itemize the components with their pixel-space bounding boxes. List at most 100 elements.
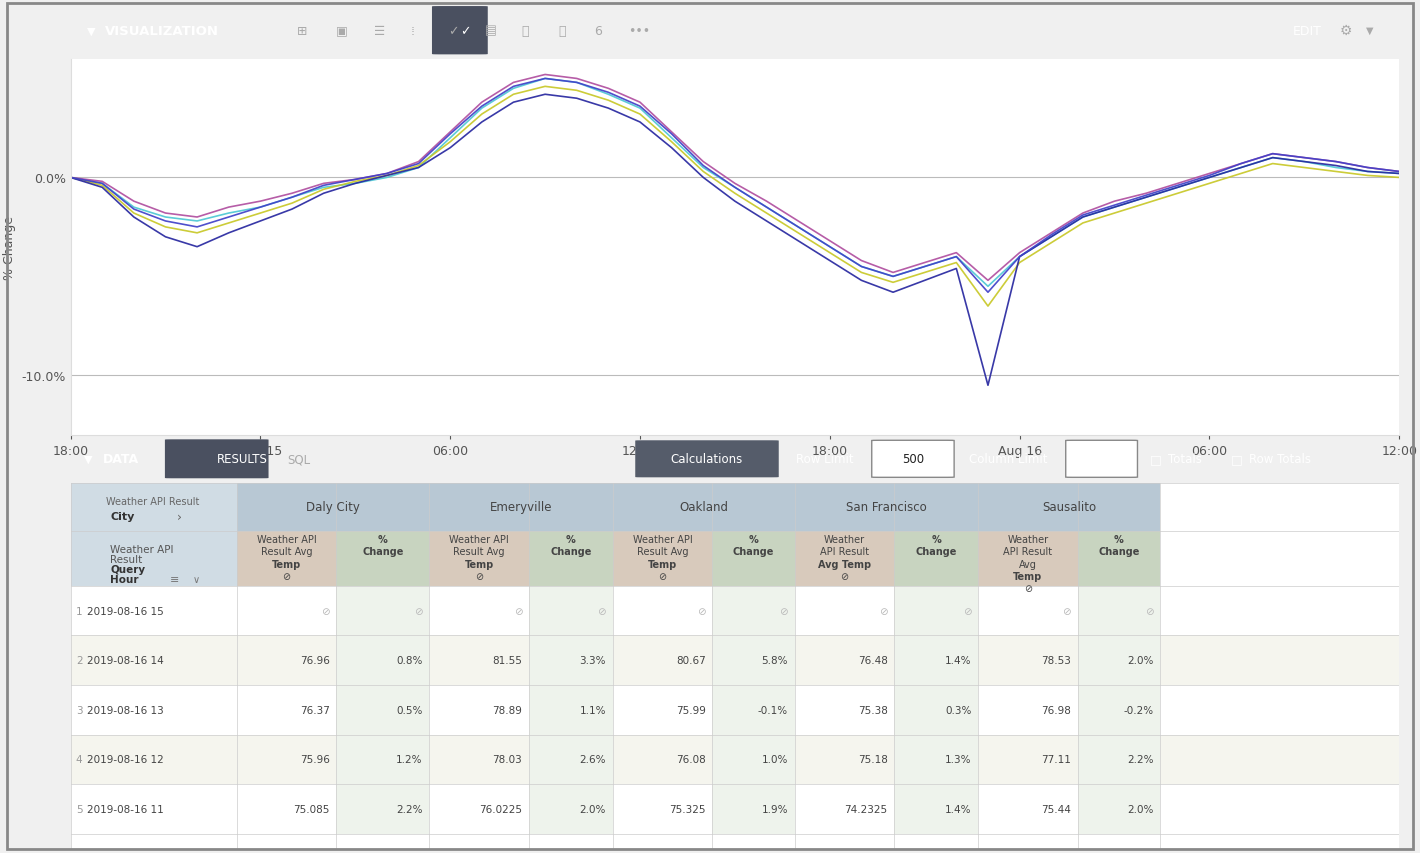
- Text: Weather API: Weather API: [449, 535, 508, 545]
- Text: %: %: [567, 535, 575, 545]
- Text: 80.67: 80.67: [676, 655, 706, 665]
- Text: ∨: ∨: [193, 574, 200, 584]
- Text: DATA: DATA: [102, 453, 139, 466]
- Text: 76.48: 76.48: [858, 655, 888, 665]
- Text: ⊘: ⊘: [841, 571, 849, 581]
- Bar: [530, 734, 612, 784]
- Text: ⊘: ⊘: [321, 606, 329, 616]
- Bar: [71, 586, 1399, 635]
- Bar: [1078, 685, 1160, 734]
- Text: ⁞: ⁞: [410, 25, 415, 38]
- Bar: [1078, 734, 1160, 784]
- Text: 2019-08-16 11: 2019-08-16 11: [87, 804, 163, 814]
- Bar: [71, 685, 1399, 734]
- Text: 2019-08-16 14: 2019-08-16 14: [87, 655, 163, 665]
- Text: 0.8%: 0.8%: [396, 655, 423, 665]
- Text: ⊘: ⊘: [659, 571, 666, 581]
- Bar: [713, 784, 795, 833]
- Text: •••: •••: [629, 25, 650, 38]
- Text: Weather API: Weather API: [632, 535, 693, 545]
- Text: 🌐: 🌐: [558, 25, 565, 38]
- Text: %: %: [748, 535, 758, 545]
- Text: 78.89: 78.89: [493, 705, 523, 715]
- Text: 3.3%: 3.3%: [579, 655, 606, 665]
- Text: 2: 2: [75, 655, 82, 665]
- FancyBboxPatch shape: [635, 441, 778, 478]
- Bar: [337, 734, 429, 784]
- Text: Sausalito: Sausalito: [1042, 501, 1096, 514]
- Bar: [337, 531, 429, 586]
- Text: SQL: SQL: [287, 453, 310, 466]
- Text: ⚙: ⚙: [1339, 24, 1352, 38]
- Text: 2019-08-16 15: 2019-08-16 15: [87, 606, 163, 616]
- Bar: [71, 531, 237, 586]
- Text: ⊘: ⊘: [598, 606, 606, 616]
- Text: 78.53: 78.53: [1041, 655, 1071, 665]
- Text: Weather: Weather: [824, 535, 865, 545]
- Text: Totals: Totals: [1169, 453, 1201, 466]
- Bar: [895, 784, 978, 833]
- FancyBboxPatch shape: [165, 440, 268, 479]
- Bar: [795, 531, 895, 586]
- Bar: [71, 734, 1399, 784]
- Text: Temp: Temp: [464, 559, 494, 569]
- Text: ⊘: ⊘: [1062, 606, 1071, 616]
- Text: Emeryville: Emeryville: [490, 501, 552, 514]
- Text: 75.96: 75.96: [300, 754, 329, 764]
- Text: □: □: [1231, 453, 1242, 466]
- Text: 2.0%: 2.0%: [579, 804, 606, 814]
- Bar: [71, 484, 237, 531]
- Text: 4: 4: [75, 754, 82, 764]
- Text: 2019-08-16 13: 2019-08-16 13: [87, 705, 163, 715]
- Bar: [895, 635, 978, 685]
- Text: 74.2325: 74.2325: [845, 804, 888, 814]
- Text: 2.2%: 2.2%: [1127, 754, 1153, 764]
- Text: -0.2%: -0.2%: [1123, 705, 1153, 715]
- Bar: [612, 531, 713, 586]
- Text: 76.37: 76.37: [300, 705, 329, 715]
- Text: ⏱: ⏱: [521, 25, 528, 38]
- Text: -0.1%: -0.1%: [758, 705, 788, 715]
- Text: Temp: Temp: [1014, 571, 1042, 581]
- Text: Avg Temp: Avg Temp: [818, 559, 870, 569]
- Text: ⊘: ⊘: [476, 571, 483, 581]
- Text: 2.6%: 2.6%: [579, 754, 606, 764]
- Text: 500: 500: [902, 453, 924, 466]
- Text: Result Avg: Result Avg: [636, 547, 689, 557]
- Text: 1.1%: 1.1%: [579, 705, 606, 715]
- FancyBboxPatch shape: [872, 441, 954, 478]
- Bar: [71, 784, 1399, 833]
- Bar: [713, 734, 795, 784]
- Text: Query: Query: [111, 564, 146, 574]
- Bar: [795, 484, 978, 531]
- Text: ⊘: ⊘: [780, 606, 788, 616]
- Text: 5: 5: [75, 804, 82, 814]
- Text: ▤: ▤: [486, 25, 497, 38]
- Text: ›: ›: [178, 510, 182, 523]
- Text: Change: Change: [362, 547, 403, 557]
- Text: 78.03: 78.03: [493, 754, 523, 764]
- Text: Change: Change: [916, 547, 957, 557]
- Text: Weather API: Weather API: [257, 535, 317, 545]
- Text: 1: 1: [75, 606, 82, 616]
- Text: Daly City: Daly City: [307, 501, 359, 514]
- Text: %: %: [378, 535, 388, 545]
- Text: Weather API: Weather API: [111, 544, 173, 554]
- Text: 6: 6: [594, 25, 602, 38]
- Bar: [895, 685, 978, 734]
- Y-axis label: % Change: % Change: [3, 216, 16, 280]
- Text: API Result: API Result: [819, 547, 869, 557]
- Text: Avg: Avg: [1020, 559, 1037, 569]
- Bar: [530, 685, 612, 734]
- FancyBboxPatch shape: [432, 7, 487, 55]
- Text: 75.325: 75.325: [669, 804, 706, 814]
- Text: Change: Change: [1098, 547, 1140, 557]
- Text: 0.3%: 0.3%: [946, 705, 971, 715]
- Text: ⊘: ⊘: [1145, 606, 1153, 616]
- Bar: [1078, 531, 1160, 586]
- Text: Calculations: Calculations: [670, 453, 743, 466]
- Text: ▣: ▣: [337, 25, 348, 38]
- Text: %: %: [932, 535, 941, 545]
- Text: □: □: [1149, 453, 1162, 466]
- Bar: [1078, 635, 1160, 685]
